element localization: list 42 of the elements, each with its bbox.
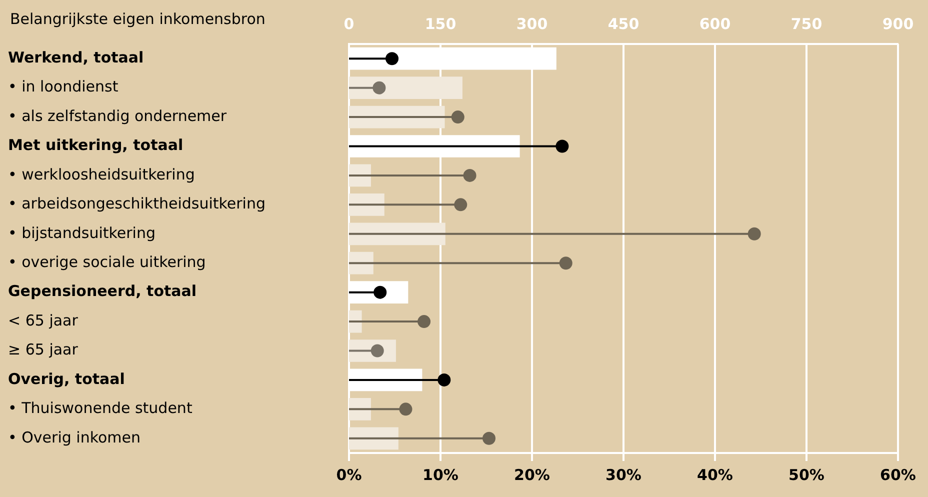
y-tick-label: Gepensioneerd, totaal xyxy=(8,282,197,300)
y-tick-label: • werkloosheidsuitkering xyxy=(8,165,195,184)
x2-tick-label: 300 xyxy=(516,14,548,33)
y-tick-label: • overige sociale uitkering xyxy=(8,253,206,271)
x-tick-label: 10% xyxy=(422,466,458,484)
point xyxy=(438,373,451,386)
y-tick-label: < 65 jaar xyxy=(8,311,79,330)
x2-tick-label: 750 xyxy=(790,14,822,33)
x2-tick-label: 0 xyxy=(344,14,354,33)
x-tick-label: 60% xyxy=(880,466,916,484)
y-tick-label: ≥ 65 jaar xyxy=(8,340,79,359)
x2-tick-label: 150 xyxy=(424,14,456,33)
y-tick-label: • Thuiswonende student xyxy=(8,399,192,418)
x-tick-label: 30% xyxy=(606,466,642,484)
point xyxy=(418,315,431,328)
y-axis-title: Belangrijkste eigen inkomensbron xyxy=(10,10,266,28)
y-tick-label: Met uitkering, totaal xyxy=(8,136,184,154)
point xyxy=(748,227,761,240)
y-tick-label: • Overig inkomen xyxy=(8,428,141,446)
point xyxy=(454,198,468,212)
x-tick-label: 0% xyxy=(336,466,362,484)
point xyxy=(374,286,387,299)
x2-tick-label: 450 xyxy=(608,14,640,33)
y-tick-label: • bijstandsuitkering xyxy=(8,224,156,242)
point xyxy=(451,110,464,124)
y-tick-label: Overig, totaal xyxy=(8,370,125,388)
point xyxy=(463,168,476,182)
x2-tick-label: 600 xyxy=(699,14,731,33)
x-tick-label: 20% xyxy=(514,466,550,484)
y-tick-label: • arbeidsongeschiktheidsuitkering xyxy=(8,194,266,213)
point xyxy=(559,256,572,270)
y-tick-label: • in loondienst xyxy=(8,78,118,96)
point xyxy=(399,402,412,416)
point xyxy=(386,52,399,66)
x-tick-label: 40% xyxy=(697,466,733,484)
point xyxy=(556,140,569,153)
y-tick-label: Werkend, totaal xyxy=(8,48,144,66)
x2-tick-label: 900 xyxy=(882,14,914,33)
y-tick-label: • als zelfstandig ondernemer xyxy=(8,106,228,125)
x-tick-label: 50% xyxy=(788,466,824,484)
point xyxy=(372,81,386,94)
point xyxy=(482,432,496,445)
